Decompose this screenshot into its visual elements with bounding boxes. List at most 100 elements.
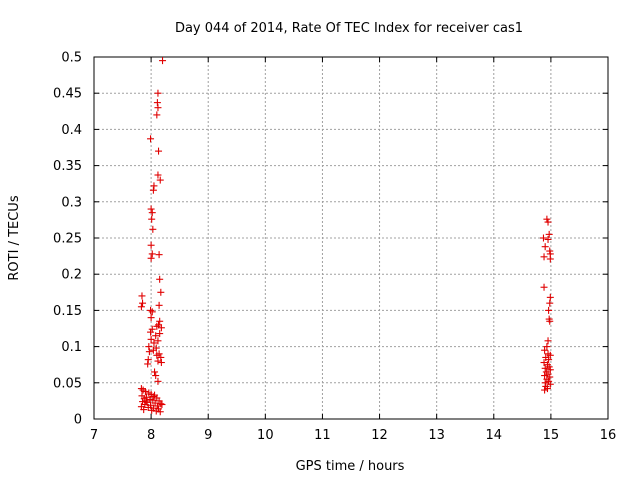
data-point [147,306,155,314]
data-point [157,324,165,332]
data-point [148,308,156,316]
data-point [138,292,146,300]
data-point [544,235,552,243]
data-point [150,339,158,347]
x-tick-label: 7 [90,428,98,443]
data-point [152,372,160,380]
data-point [159,57,167,65]
data-point [157,359,165,367]
data-point [546,293,554,301]
data-point [541,243,549,251]
data-point [546,247,554,255]
y-tick-label: 0.05 [53,376,82,391]
data-point [147,205,155,213]
x-tick-label: 11 [314,428,331,443]
grid [94,57,608,419]
x-tick-label: 14 [486,428,503,443]
x-tick-label: 16 [600,428,617,443]
data-point [149,346,157,354]
x-tick-label: 9 [204,428,212,443]
data-point [546,366,554,374]
data-point [539,234,547,242]
data-point [540,283,548,291]
data-point [144,403,152,411]
data-point [546,380,554,388]
data-point [148,209,156,217]
y-tick-label: 0.1 [61,340,82,355]
data-point [546,255,554,263]
data-point [157,353,165,361]
y-tick-label: 0 [74,413,82,428]
data-point [546,299,554,307]
data-point [545,363,553,371]
data-point [153,351,161,359]
data-point [156,317,164,325]
data-point [149,225,157,233]
data-point [153,402,161,410]
data-point [156,330,164,338]
data-point [153,111,161,119]
y-tick-label: 0.5 [61,51,82,66]
data-point [154,89,162,97]
x-tick-label: 12 [371,428,388,443]
data-point [544,218,552,226]
y-tick-label: 0.4 [61,123,82,138]
data-point [155,147,163,155]
data-point [147,335,155,343]
data-point [147,328,155,336]
data-point [543,215,551,223]
data-point [141,387,149,395]
data-point [140,406,148,414]
data-point [152,407,160,415]
data-point [137,385,145,393]
x-tick-label: 15 [543,428,560,443]
data-point [147,254,155,262]
data-point [541,372,549,380]
data-point [546,317,554,325]
data-point [156,408,164,416]
data-point [544,370,552,378]
data-point [144,356,152,364]
data-point [155,397,163,405]
data-point [148,250,156,258]
chart-title: Day 044 of 2014, Rate Of TEC Index for r… [175,21,523,36]
data-point [545,306,553,314]
data-point [154,377,162,385]
data-point [154,104,162,112]
data-point [151,391,159,399]
data-point [545,377,553,385]
data-point [150,182,158,190]
y-tick-label: 0.2 [61,268,82,283]
data-point [148,406,156,414]
data-point [156,275,164,283]
x-tick-label: 8 [147,428,155,443]
data-point [145,343,153,351]
data-point [144,360,152,368]
x-axis-label: GPS time / hours [296,459,405,474]
data-point [541,346,549,354]
data-point [545,230,553,238]
data-point [148,215,156,223]
data-point [147,241,155,249]
y-tick-label: 0.45 [53,87,82,102]
data-point [148,325,156,333]
data-point [156,176,164,184]
data-point [158,401,166,409]
data-point [154,337,162,345]
data-point [145,348,153,356]
x-tick-label: 10 [257,428,274,443]
data-point [545,356,553,364]
data-point [541,364,549,372]
y-axis-label: ROTI / TECUs [7,195,22,280]
data-point [544,337,552,345]
data-point [155,251,163,259]
ticks: 7 8 9 10 11 12 13 14 15 16 0 0.05 0.1 0.15 0.2 0.25 0.3 0… [53,51,616,444]
data-point [153,99,161,107]
data-point [147,135,155,143]
data-point [154,171,162,179]
y-tick-label: 0.15 [53,304,82,319]
data-point [149,186,157,194]
data-point [151,368,159,376]
data-point [137,303,145,311]
